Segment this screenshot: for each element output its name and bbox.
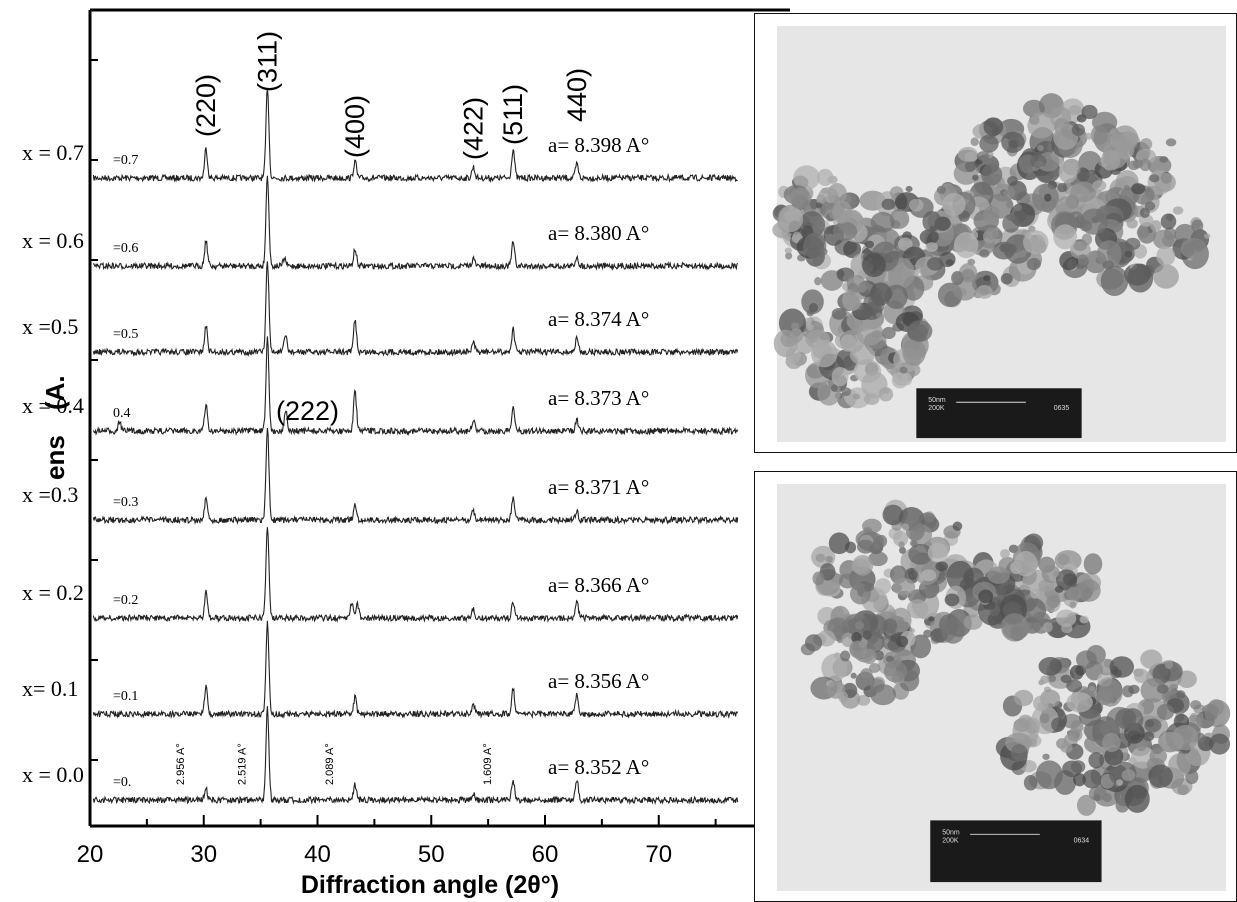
y-axis-label-fragment: (A. <box>40 375 70 410</box>
series-label: x = 0.7 <box>22 140 84 165</box>
series-label: x= 0.1 <box>22 676 78 701</box>
magnification-text: 200K <box>942 837 959 844</box>
hkl-label: (422) <box>458 97 488 160</box>
series-label: x =0.5 <box>22 314 78 339</box>
x-tick-label: 60 <box>532 841 559 868</box>
d-spacing-label: 2.956 A° <box>175 743 187 785</box>
scale-bar-box <box>930 820 1102 883</box>
series-label: x = 0.0 <box>22 762 84 787</box>
nanoparticle-cluster <box>772 93 1211 409</box>
series-inner-label: =0.7 <box>113 153 138 168</box>
hkl-label: (400) <box>340 95 370 158</box>
xrd-labels: 20 30 40 50 60 70 x = 0.7 =0.7 a= 8.398 A° x = 0.… <box>22 31 672 868</box>
series-inner-label: =0.6 <box>113 241 138 256</box>
tem-image-bottom: 50nm 200K 0634 <box>754 471 1237 902</box>
hkl-label: (311) <box>252 31 282 92</box>
series-label: x = 0.6 <box>22 228 84 253</box>
series-inner-label: =0.3 <box>113 495 138 510</box>
xrd-trace <box>92 620 739 720</box>
tem-image-top: 50nm 200K 0635 <box>754 13 1237 453</box>
series-inner-label: =0.1 <box>113 689 138 704</box>
hkl-label: (220) <box>191 74 221 137</box>
hkl-label: (222) <box>276 396 339 426</box>
lattice-parameter: a= 8.380 A° <box>548 221 649 245</box>
nanoparticle-cluster <box>800 499 1231 816</box>
series-inner-label: =0.2 <box>113 593 138 608</box>
xrd-trace <box>92 88 738 184</box>
series-label: x = 0.2 <box>22 580 84 605</box>
scale-text: 50nm <box>942 829 960 836</box>
image-code: 0634 <box>1074 837 1090 844</box>
xrd-traces <box>92 88 739 805</box>
lattice-parameter: a= 8.371 A° <box>548 475 649 499</box>
lattice-parameter: a= 8.356 A° <box>548 669 649 693</box>
scale-text: 50nm <box>928 397 946 404</box>
xrd-trace <box>92 706 739 805</box>
series-label: x =0.3 <box>22 482 78 507</box>
d-spacing-label: 1.609 A° <box>482 743 494 785</box>
x-tick-label: 30 <box>190 841 217 868</box>
series-inner-label: 0.4 <box>113 406 131 421</box>
lattice-parameter: a= 8.352 A° <box>548 755 649 779</box>
xrd-trace <box>92 336 739 436</box>
lattice-parameter: a= 8.374 A° <box>548 307 649 331</box>
series-label: x = 0.4 <box>22 393 84 418</box>
x-tick-label: 40 <box>304 841 331 868</box>
magnification-text: 200K <box>928 405 945 412</box>
lattice-parameter: a= 8.373 A° <box>548 386 649 410</box>
xrd-trace <box>92 427 739 525</box>
x-axis-label: Diffraction angle (2θ°) <box>301 871 559 899</box>
image-code: 0635 <box>1054 405 1070 412</box>
scale-bar-box <box>916 388 1082 439</box>
xrd-trace <box>92 527 739 624</box>
xrd-trace <box>92 261 739 358</box>
y-axis-label-fragment-2: ens <box>40 435 70 480</box>
x-tick-label: 70 <box>645 841 672 868</box>
series-inner-label: =0. <box>113 775 131 790</box>
hkl-label: (511) <box>498 84 528 145</box>
x-tick-label: 20 <box>77 841 104 868</box>
lattice-parameter: a= 8.366 A° <box>548 573 649 597</box>
d-spacing-label: 2.519 A° <box>236 743 248 785</box>
hkl-label: 440) <box>562 68 592 122</box>
xrd-trace <box>92 175 739 272</box>
d-spacing-label: 2.089 A° <box>324 743 336 785</box>
x-tick-label: 50 <box>418 841 445 868</box>
plot-frame <box>88 8 790 828</box>
lattice-parameter: a= 8.398 A° <box>548 133 649 157</box>
series-inner-label: =0.5 <box>113 327 138 342</box>
